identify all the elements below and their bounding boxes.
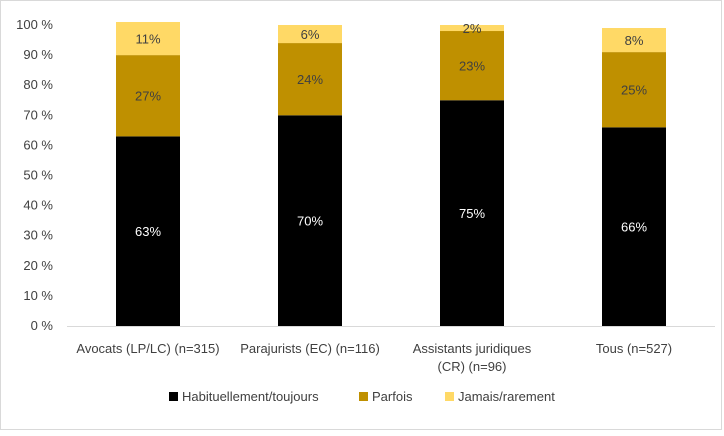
- bar-segment-habituellement-toujours: [116, 136, 180, 326]
- y-tick-label: 30 %: [23, 228, 53, 243]
- bar-segment-parfois: [440, 31, 504, 101]
- data-label: 8%: [625, 33, 644, 48]
- legend-swatch: [169, 392, 178, 401]
- y-tick-label: 70 %: [23, 107, 53, 122]
- x-category-label: Avocats (LP/LC) (n=315): [76, 341, 219, 356]
- x-axis: Avocats (LP/LC) (n=315) Parajurists (EC) …: [67, 326, 715, 374]
- legend-label: Habituellement/toujours: [182, 389, 319, 404]
- bar-segment-habituellement-toujours: [602, 127, 666, 326]
- bar-segment-parfois: [602, 52, 666, 128]
- bars: 63% 27% 11% 70% 24% 6% 75% 23% 2% 66% 25% 8%: [116, 21, 666, 326]
- x-category-label: Assistants juridiques: [413, 341, 532, 356]
- bar-segment-habituellement-toujours: [440, 100, 504, 326]
- bar-segment-jamais-rarement: [116, 21, 180, 56]
- bar-segment-jamais-rarement: [278, 25, 342, 44]
- data-label: 27%: [135, 89, 161, 104]
- x-category-label: Tous (n=527): [596, 341, 672, 356]
- x-category-label: (CR) (n=96): [438, 359, 507, 374]
- x-category-label: Parajurists (EC) (n=116): [240, 341, 380, 356]
- bar-segment-parfois: [116, 55, 180, 137]
- y-tick-label: 100 %: [16, 17, 53, 32]
- legend-swatch: [445, 392, 454, 401]
- legend-label: Jamais/rarement: [458, 389, 555, 404]
- bar-segment-jamais-rarement: [602, 28, 666, 53]
- bar-segment-habituellement-toujours: [278, 115, 342, 326]
- bar-segment-jamais-rarement: [440, 25, 504, 32]
- y-tick-label: 90 %: [23, 47, 53, 62]
- legend-swatch: [359, 392, 368, 401]
- data-label: 11%: [135, 32, 160, 47]
- y-tick-label: 60 %: [23, 137, 53, 152]
- data-label: 66%: [621, 220, 647, 235]
- data-label: 2%: [463, 21, 482, 36]
- y-tick-label: 50 %: [23, 168, 53, 183]
- data-label: 63%: [135, 224, 161, 239]
- bar-segment-parfois: [278, 43, 342, 116]
- y-tick-label: 80 %: [23, 77, 53, 92]
- data-label: 75%: [459, 206, 485, 221]
- data-label: 25%: [621, 83, 647, 98]
- y-tick-label: 20 %: [23, 258, 53, 273]
- legend: Habituellement/toujours Parfois Jamais/rar…: [169, 389, 555, 404]
- data-label: 6%: [301, 27, 320, 42]
- y-tick-label: 0 %: [31, 318, 54, 333]
- y-axis: 0 % 10 % 20 % 30 % 40 % 50 % 60 % 70 % 80 % 90 % 1…: [16, 17, 53, 333]
- data-label: 24%: [297, 72, 323, 87]
- y-tick-label: 40 %: [23, 198, 53, 213]
- legend-label: Parfois: [372, 389, 413, 404]
- data-label: 23%: [459, 59, 485, 74]
- y-tick-label: 10 %: [23, 288, 53, 303]
- data-label: 70%: [297, 214, 323, 229]
